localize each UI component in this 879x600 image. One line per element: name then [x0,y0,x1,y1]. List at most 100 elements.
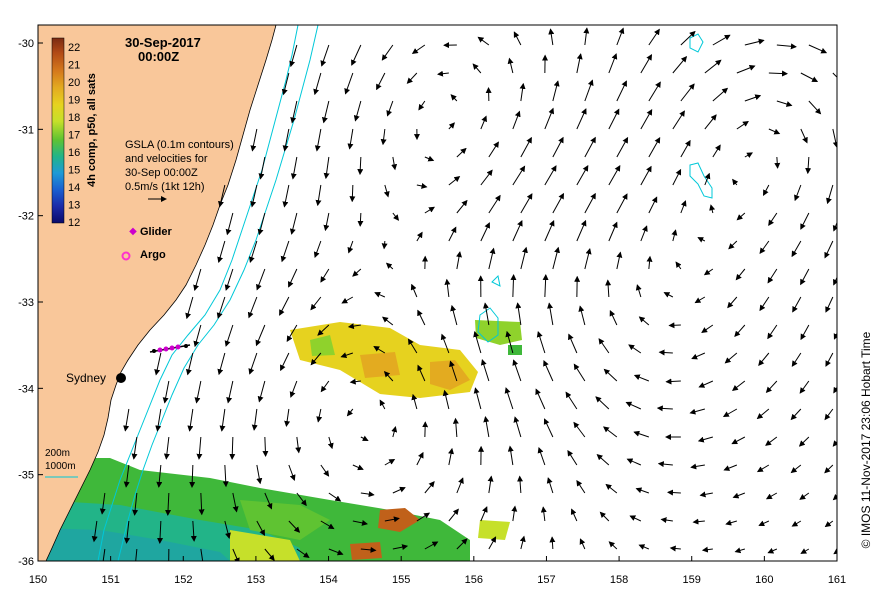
x-tick-label: 160 [755,574,773,586]
velocity-arrow [519,82,526,102]
velocity-arrow [288,520,301,533]
velocity-arrow [691,352,706,360]
velocity-arrow [657,461,673,468]
velocity-arrow [542,274,549,298]
velocity-arrow [407,338,418,354]
velocity-arrow [225,212,234,236]
velocity-arrow [392,486,406,494]
y-tick-label: -30 [18,38,34,50]
velocity-arrow [596,454,610,466]
velocity-arrow [424,155,435,162]
velocity-arrow [456,251,462,270]
velocity-arrow [598,338,610,354]
velocity-arrow [410,283,418,298]
velocity-arrow [452,417,459,438]
velocity-arrow [154,352,162,376]
velocity-arrow [712,144,721,158]
velocity-arrow [229,436,236,460]
velocity-arrow [280,352,290,372]
velocity-arrow [450,304,458,326]
velocity-arrow [327,436,334,450]
velocity-arrow [543,359,554,382]
velocity-arrow [320,464,330,477]
velocity-arrow [800,212,810,230]
velocity-arrow [258,156,266,180]
velocity-arrow [380,128,387,146]
velocity-arrow [656,405,673,412]
velocity-arrow [638,316,650,326]
velocity-arrow [833,276,837,286]
velocity-arrow [190,520,197,542]
velocity-arrow [584,136,596,158]
velocity-arrow [482,302,490,326]
velocity-arrow [472,63,482,74]
velocity-arrow [381,240,388,250]
sst-patches [38,320,522,561]
velocity-arrow [570,508,578,522]
velocity-arrow [640,225,648,242]
velocity-arrow [568,333,578,354]
velocity-arrow [163,436,170,460]
velocity-arrow [768,128,781,135]
velocity-arrow [690,463,705,470]
velocity-arrow [735,268,746,281]
velocity-arrow [216,296,226,319]
velocity-arrow [289,380,298,398]
velocity-arrow [535,388,546,410]
velocity-arrow [219,408,226,432]
argo-symbol [121,251,131,261]
velocity-arrow [248,352,258,375]
velocity-arrow [540,506,547,522]
velocity-arrow [744,38,765,46]
velocity-arrow [768,70,788,77]
x-tick-label: 153 [247,574,265,586]
velocity-arrow [694,296,706,304]
velocity-arrow [543,418,554,438]
velocity-arrow [758,352,770,366]
velocity-arrow [768,212,778,227]
velocity-arrow [288,464,296,481]
velocity-arrow [512,165,526,186]
velocity-arrow [833,386,837,394]
velocity-arrow [281,72,290,96]
velocity-arrow [320,268,330,283]
velocity-arrow [442,389,450,410]
velocity-arrow [635,284,642,298]
velocity-arrow [510,274,517,298]
velocity-arrow [374,291,386,298]
velocity-arrow [728,240,738,250]
velocity-arrow [185,296,194,320]
velocity-arrow [347,128,354,150]
sydney-marker [116,373,126,383]
velocity-arrow [665,378,681,385]
velocity-arrow [616,251,623,270]
velocity-arrow [480,222,490,242]
velocity-arrow [680,30,696,46]
velocity-arrow [232,492,239,513]
velocity-arrow [824,240,834,259]
velocity-arrow [250,184,258,208]
velocity-arrow [608,108,620,130]
velocity-arrow [794,184,802,202]
velocity-arrow [520,246,528,270]
colorbar-tick-label: 20 [68,77,80,89]
bathy-1000-label: 1000m [45,461,76,472]
velocity-arrow [841,101,850,118]
velocity-arrow [456,147,467,158]
map-time: 00:00Z [138,49,179,64]
velocity-arrow [416,451,424,466]
velocity-arrow [513,31,522,46]
x-tick-label: 155 [392,574,410,586]
velocity-arrow [832,494,837,501]
velocity-arrow [448,447,454,466]
velocity-arrow [692,518,705,525]
velocity-arrow [382,316,394,326]
velocity-arrow [584,248,592,270]
velocity-arrow [162,380,170,404]
velocity-arrow [552,192,564,214]
velocity-arrow [584,79,594,102]
velocity-arrow [353,100,362,122]
velocity-arrow [663,292,674,298]
velocity-arrow [680,139,691,158]
velocity-arrow [800,72,819,82]
